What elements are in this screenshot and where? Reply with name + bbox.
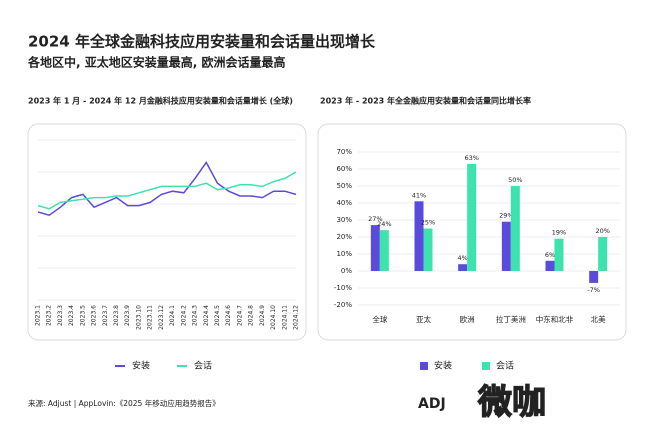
value-label: 6% [545, 251, 555, 259]
legend-swatch [482, 362, 490, 370]
x-tick-label: 亚太 [416, 314, 431, 324]
bar [414, 201, 424, 271]
x-tick-label: 2023.4 [68, 305, 75, 326]
bar [458, 264, 468, 271]
bar [554, 238, 564, 271]
bar [545, 260, 555, 271]
bar [379, 230, 389, 271]
logo-brand: 微咖 [477, 383, 546, 423]
x-tick-label: 2023.8 [113, 305, 120, 326]
y-tick-label: -10% [334, 284, 352, 292]
legend-label: 安装 [434, 360, 452, 372]
line-series [37, 160, 297, 217]
y-tick-label: 40% [336, 199, 352, 207]
x-tick-label: 2023.11 [147, 305, 154, 330]
value-label: 25% [421, 219, 435, 227]
value-label: 50% [508, 176, 522, 184]
x-tick-label: 2023.7 [102, 305, 109, 326]
left-chart-title: 2023 年 1 月 - 2024 年 12 月金融科技应用安装量和会话量增长 … [28, 96, 293, 106]
bar [589, 271, 599, 283]
x-tick-label: 2024.2 [180, 305, 187, 326]
x-tick-label: 北美 [591, 314, 606, 324]
x-tick-label: 2024.10 [270, 305, 277, 330]
bar [510, 186, 520, 271]
y-tick-label: 50% [336, 182, 352, 190]
x-tick-label: 2023.3 [57, 305, 64, 326]
page-title: 2024 年全球金融科技应用安装量和会话量出现增长 [28, 33, 376, 51]
x-tick-label: 2024.8 [248, 305, 255, 326]
y-tick-label: 20% [336, 233, 352, 241]
legend-label: 会话 [194, 360, 212, 372]
y-tick-label: 70% [336, 148, 352, 156]
x-tick-label: 2023.2 [46, 305, 53, 326]
value-label: -7% [587, 286, 600, 294]
value-label: 20% [595, 227, 609, 235]
y-tick-label: 60% [336, 165, 352, 173]
x-tick-label: 全球 [372, 314, 387, 324]
x-tick-label: 2024.3 [192, 305, 199, 326]
left-panel [27, 123, 307, 341]
y-tick-label: 0% [341, 267, 352, 275]
source: 来源: Adjust | AppLovin:《2025 年移动应用趋势报告》 [28, 398, 220, 408]
page-subtitle: 各地区中, 亚太地区安装量最高, 欧洲会话量最高 [27, 55, 285, 70]
x-tick-label: 欧洲 [460, 314, 475, 324]
x-tick-label: 2024.6 [225, 305, 232, 326]
x-tick-label: 2023.5 [79, 305, 86, 326]
x-tick-label: 2024.5 [214, 305, 221, 326]
bar [370, 225, 380, 271]
x-tick-label: 拉丁美洲 [496, 314, 526, 324]
x-tick-label: 2024.11 [281, 305, 288, 330]
value-label: 27% [368, 215, 382, 223]
x-tick-label: 2023.9 [124, 305, 131, 326]
value-label: 19% [552, 229, 566, 237]
legend-label: 会话 [496, 360, 514, 372]
bar [598, 237, 608, 271]
value-label: 63% [464, 154, 478, 162]
x-tick-label: 2023.1 [35, 305, 42, 326]
logo-adj: ADJ [418, 396, 446, 412]
y-tick-label: 10% [336, 250, 352, 258]
legend-swatch [420, 362, 428, 370]
bar [501, 221, 511, 271]
x-tick-label: 2023.12 [158, 305, 165, 330]
x-tick-label: 2024.12 [293, 305, 300, 330]
value-label: 4% [458, 254, 468, 262]
y-tick-label: -20% [334, 301, 352, 309]
legend-label: 安装 [132, 360, 150, 372]
x-tick-label: 中东和北非 [536, 314, 574, 324]
x-tick-label: 2024.9 [259, 305, 266, 326]
value-label: 24% [377, 220, 391, 228]
x-tick-label: 2023.6 [91, 305, 98, 326]
x-tick-label: 2023.10 [135, 305, 142, 330]
right-chart-title: 2023 年 - 2023 年全金融应用安装量和会话量同比增长率 [320, 96, 531, 106]
value-label: 41% [412, 191, 426, 199]
line-series [37, 171, 297, 210]
x-tick-label: 2024.1 [169, 305, 176, 326]
x-tick-label: 2024.7 [236, 305, 243, 326]
value-label: 29% [499, 212, 513, 220]
y-tick-label: 30% [336, 216, 352, 224]
bar [467, 163, 477, 271]
x-tick-label: 2024.4 [203, 305, 210, 326]
bar [423, 228, 433, 271]
right-panel [317, 123, 627, 341]
